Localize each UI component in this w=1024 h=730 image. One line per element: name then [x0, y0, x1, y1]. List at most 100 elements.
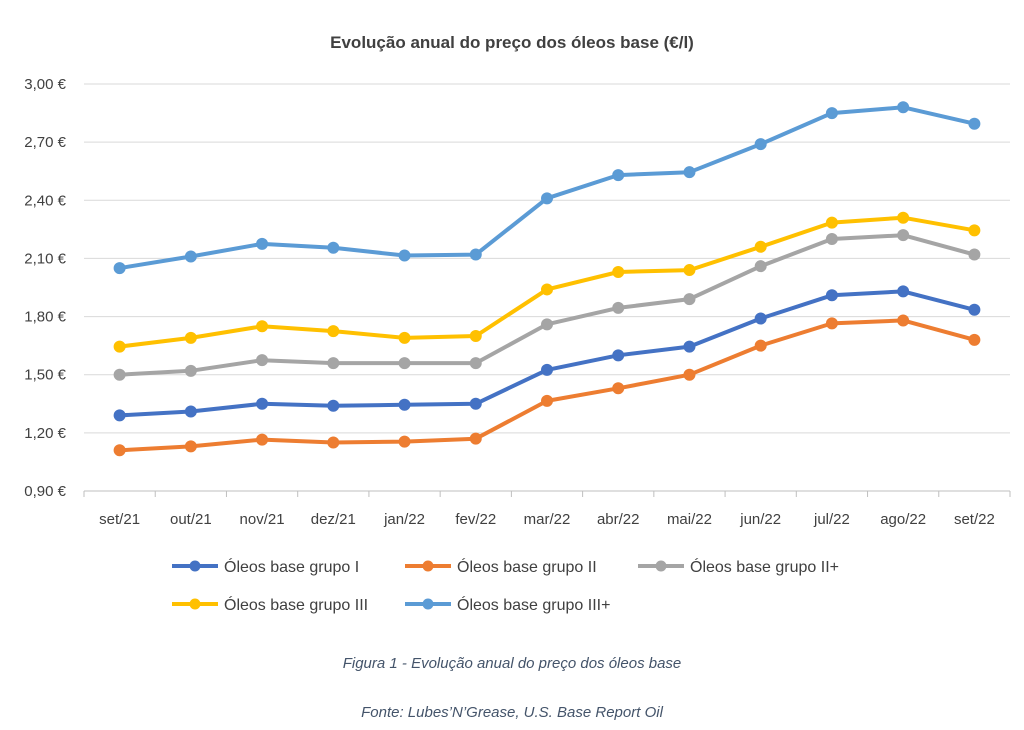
data-point: [754, 312, 767, 325]
x-tick-label: mar/22: [524, 511, 571, 528]
x-tick-label: set/22: [954, 511, 995, 528]
data-point: [754, 339, 767, 352]
data-point: [612, 169, 625, 182]
data-point: [683, 340, 696, 353]
data-point: [683, 293, 696, 306]
data-point: [113, 409, 126, 422]
y-tick-label: 1,80 €: [24, 309, 66, 326]
data-point: [469, 329, 482, 342]
data-point: [327, 241, 340, 254]
data-point: [754, 260, 767, 273]
data-point: [256, 397, 269, 410]
y-tick-label: 1,20 €: [24, 425, 66, 442]
data-point: [825, 317, 838, 330]
chart-title: Evolução anual do preço dos óleos base (…: [330, 33, 694, 52]
series-lines: [113, 101, 981, 457]
data-point: [897, 211, 910, 224]
data-point: [897, 101, 910, 114]
data-point: [398, 357, 411, 370]
data-point: [825, 289, 838, 302]
data-point: [184, 250, 197, 263]
data-point: [113, 262, 126, 275]
legend-item: Óleos base grupo II: [405, 557, 597, 576]
data-point: [683, 166, 696, 179]
data-point: [612, 301, 625, 314]
data-point: [469, 357, 482, 370]
data-point: [754, 240, 767, 253]
data-point: [398, 398, 411, 411]
data-point: [327, 399, 340, 412]
data-point: [612, 382, 625, 395]
data-point: [256, 320, 269, 333]
series-1: [113, 285, 981, 422]
data-point: [541, 394, 553, 407]
data-point: [683, 264, 696, 277]
data-point: [541, 318, 553, 331]
data-point: [184, 440, 197, 453]
legend-item: Óleos base grupo III: [172, 595, 368, 614]
legend-swatch-marker: [189, 598, 201, 610]
x-tick-label: jul/22: [813, 511, 850, 528]
x-tick-label: jan/22: [383, 511, 425, 528]
x-tick-label: out/21: [170, 511, 212, 528]
data-point: [327, 357, 340, 370]
x-tick-label: nov/21: [240, 511, 285, 528]
x-tick-label: mai/22: [667, 511, 712, 528]
x-tick-label: set/21: [99, 511, 140, 528]
data-point: [327, 436, 340, 449]
y-tick-label: 2,70 €: [24, 134, 66, 151]
data-point: [825, 233, 838, 246]
series-3: [113, 229, 981, 381]
data-point: [184, 331, 197, 344]
data-point: [541, 283, 553, 296]
data-point: [541, 363, 553, 376]
data-point: [398, 331, 411, 344]
x-tick-label: fev/22: [455, 511, 496, 528]
legend-swatch-marker: [422, 560, 434, 572]
data-point: [113, 368, 126, 381]
series-2: [113, 314, 981, 457]
data-point: [683, 368, 696, 381]
x-tick-label: ago/22: [880, 511, 926, 528]
legend-label: Óleos base grupo II: [457, 557, 597, 576]
data-point: [825, 107, 838, 120]
axes: 0,90 € 1,20 € 1,50 € 1,80 € 2,10 € 2,40 € 2,70…: [24, 76, 1011, 528]
series-4: [113, 211, 981, 353]
series-line: [117, 318, 977, 453]
data-point: [897, 314, 910, 327]
data-point: [256, 354, 269, 367]
data-point: [968, 224, 981, 237]
data-point: [541, 192, 553, 205]
y-tick-label: 2,10 €: [24, 250, 66, 267]
data-point: [469, 432, 482, 445]
data-point: [256, 237, 269, 250]
x-tick-label: abr/22: [597, 511, 640, 528]
data-point: [897, 229, 910, 242]
series-line: [117, 105, 977, 271]
series-line: [117, 233, 977, 377]
x-tick-label: dez/21: [311, 511, 356, 528]
data-point: [754, 138, 767, 151]
legend: Óleos base grupo I Óleos base grupo II Óle…: [172, 557, 839, 614]
data-point: [398, 249, 411, 262]
legend-item: Óleos base grupo III+: [405, 595, 610, 614]
data-point: [113, 340, 126, 353]
legend-label: Óleos base grupo III: [224, 595, 368, 614]
data-point: [897, 285, 910, 298]
figure-caption: Figura 1 - Evolução anual do preço dos ó…: [342, 655, 682, 672]
legend-swatch-marker: [189, 560, 201, 572]
x-tick-label: jun/22: [739, 511, 781, 528]
legend-item: Óleos base grupo I: [172, 557, 359, 576]
y-tick-label: 3,00 €: [24, 76, 66, 93]
legend-swatch-marker: [422, 598, 434, 610]
y-tick-label: 2,40 €: [24, 192, 66, 209]
data-point: [825, 216, 838, 229]
data-point: [256, 433, 269, 446]
legend-swatch-marker: [655, 560, 667, 572]
data-point: [469, 397, 482, 410]
legend-label: Óleos base grupo III+: [457, 595, 610, 614]
source-caption: Fonte: Lubes’N’Grease, U.S. Base Report …: [361, 704, 663, 721]
data-point: [968, 248, 981, 261]
data-point: [968, 333, 981, 346]
